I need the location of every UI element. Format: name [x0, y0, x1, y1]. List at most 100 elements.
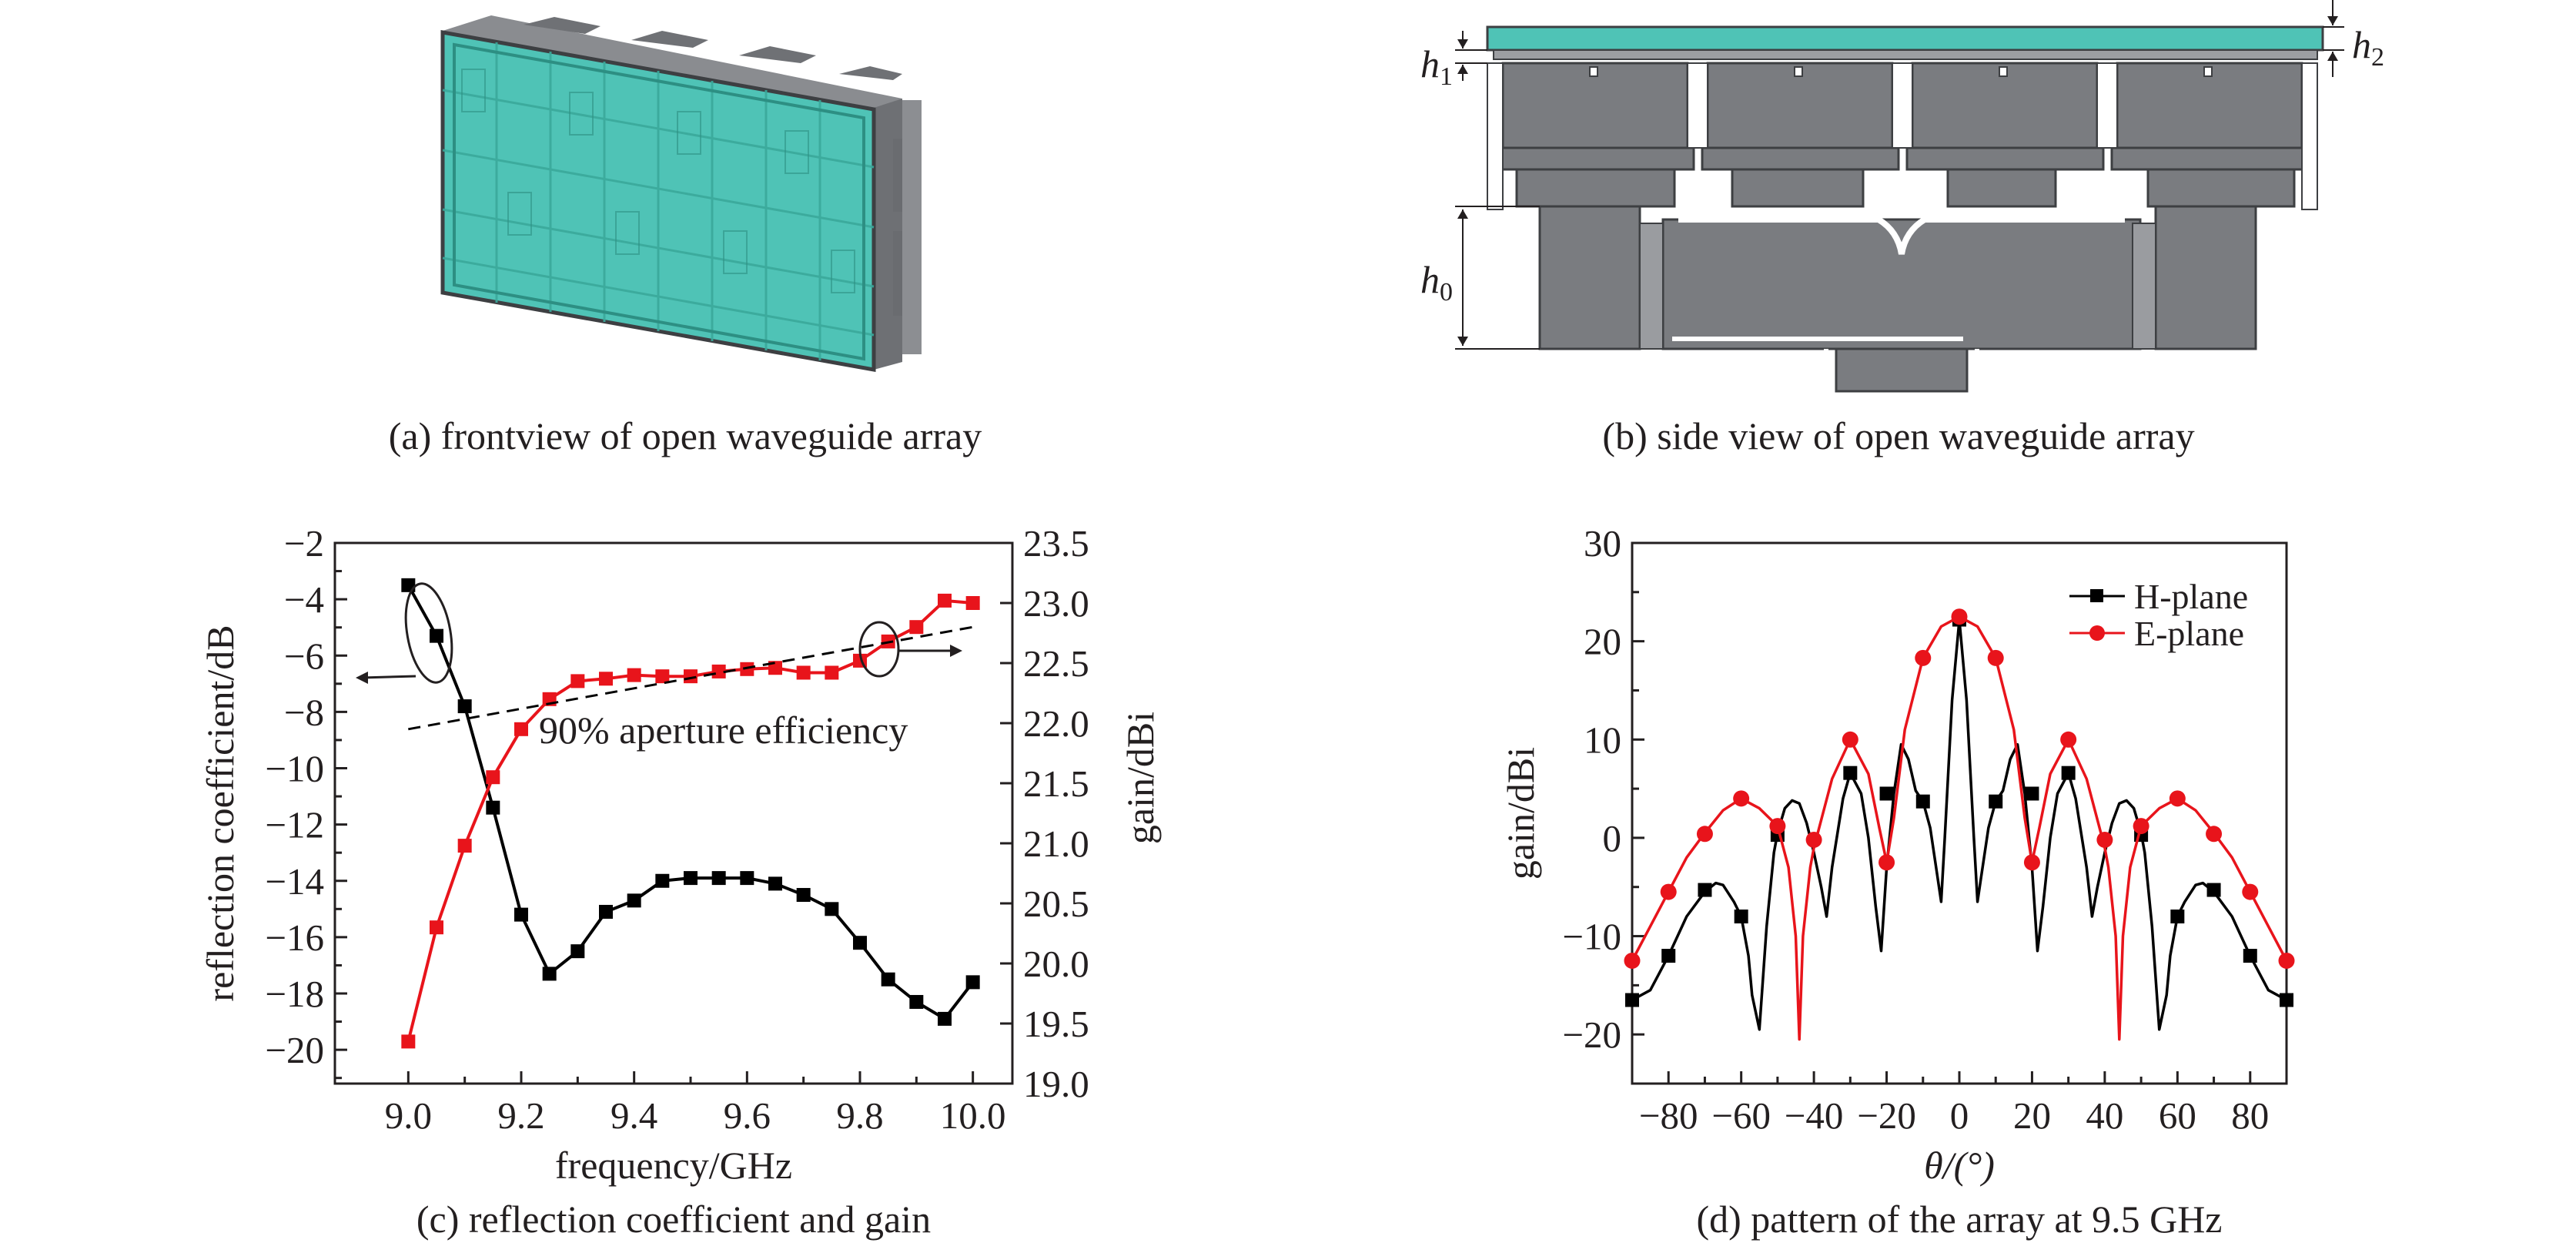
d-series-e-plane-point: [2133, 818, 2149, 835]
chart-c-ticks: 9.0 9.2 9.4 9.6 9.8 10.0 −2 −4 −6 −8 −10 −12 −14 −16 −…: [265, 522, 1089, 1137]
c-ytick-right-label: 22.5: [1023, 642, 1089, 685]
c-ytick-label: −10: [265, 748, 324, 790]
caption-a: (a) frontview of open waveguide array: [389, 414, 982, 457]
c-ytick-right-label: 19.5: [1023, 1003, 1089, 1045]
d-series-h-plane: [1631, 618, 2287, 1031]
d-series-h-plane-point: [1734, 910, 1748, 924]
c-series-reflection-point: [740, 871, 754, 886]
c-series-gain-point: [740, 662, 754, 676]
d-ytick-label: 0: [1603, 817, 1622, 859]
c-ytick-label: −4: [284, 578, 324, 621]
c-ytick-right-label: 21.0: [1023, 823, 1089, 865]
label-h0: h0: [1420, 258, 1453, 307]
c-ytick-label: −12: [265, 804, 324, 846]
c-ytick-label: −14: [265, 860, 324, 903]
c-series-gain-point: [570, 674, 585, 689]
c-series-gain-point: [430, 920, 443, 935]
left-axis-ellipse: [404, 582, 453, 684]
d-series-h-plane-point: [2243, 949, 2257, 963]
d-series-e-plane-point: [1769, 818, 1786, 835]
d-series-e-plane-point: [2096, 831, 2113, 848]
c-xtick-label: 9.2: [497, 1094, 544, 1137]
d-xtick-label: −60: [1711, 1094, 1771, 1137]
c-ytick-right-label: 20.0: [1023, 943, 1089, 985]
c-series-gain-point: [825, 665, 839, 680]
panel-a-illustration: [440, 15, 922, 372]
d-xtick-label: 20: [2013, 1094, 2051, 1137]
c-xtick-label: 9.0: [385, 1094, 432, 1137]
c-series-gain-point: [401, 1034, 416, 1049]
c-ytick-label: −16: [265, 916, 324, 959]
chart-d-ylabel: gain/dBi: [1499, 747, 1542, 879]
c-xtick-label: 9.4: [611, 1094, 657, 1137]
chart-c-annotation: 90% aperture efficiency: [539, 709, 908, 752]
c-series-reflection-point: [881, 972, 895, 987]
c-ytick-label: −18: [265, 973, 324, 1015]
right-axis-ellipse: [858, 621, 900, 678]
d-xtick-label: 60: [2159, 1094, 2196, 1137]
c-series-reflection-point: [457, 699, 472, 714]
d-series-e-plane-point: [2242, 883, 2259, 900]
chart-d: −80 −60 −40 −20 0 20 40 60 80 30 20 10 0 −10 −20: [1562, 522, 2295, 1137]
c-ytick-right-label: 21.5: [1023, 762, 1089, 805]
c-series-reflection-point: [542, 967, 557, 981]
c-series-reflection-point: [711, 871, 726, 886]
c-series-gain-point: [938, 593, 952, 608]
c-ytick-right-label: 23.5: [1023, 522, 1089, 565]
d-series-h-plane-point: [2170, 910, 2185, 924]
c-series-gain-point: [711, 664, 726, 678]
d-series-h-plane-point: [1698, 883, 1712, 897]
c-series-gain-point: [457, 839, 472, 853]
d-series-e-plane-point: [1951, 608, 1968, 625]
d-series-e-plane-point: [1878, 854, 1895, 871]
c-series-reflection-point: [909, 994, 924, 1009]
d-series-h-plane-point: [2061, 766, 2076, 780]
d-series-e-plane-point: [1842, 731, 1858, 748]
legend-h-plane-label: H-plane: [2134, 577, 2248, 616]
c-ytick-label: −20: [265, 1029, 324, 1071]
d-ytick-label: 10: [1584, 719, 1621, 761]
c-series-gain-point: [486, 770, 500, 785]
legend-e-plane-label: E-plane: [2134, 614, 2244, 653]
d-series-h-plane-point: [1661, 949, 1676, 963]
d-xtick-label: 40: [2086, 1094, 2123, 1137]
chart-c-axis-indicators: [356, 582, 962, 684]
d-ytick-label: 20: [1584, 621, 1621, 663]
c-series-gain-point: [599, 672, 613, 686]
left-arrowhead: [356, 672, 368, 684]
chart-c-frame: [333, 541, 1014, 1085]
chart-c: 9.0 9.2 9.4 9.6 9.8 10.0 −2 −4 −6 −8 −10 −12 −14 −16 −…: [265, 522, 1089, 1137]
chart-c-xlabel: frequency/GHz: [555, 1144, 792, 1187]
d-series-h-plane-point: [2280, 993, 2293, 1007]
d-series-e-plane-point: [1696, 826, 1713, 843]
label-h2: h2: [2352, 23, 2384, 72]
c-series-reflection-point: [599, 904, 613, 919]
c-xtick-label: 9.6: [724, 1094, 771, 1137]
c-series-gain-point: [965, 596, 980, 610]
caption-b: (b) side view of open waveguide array: [1602, 414, 2194, 457]
chart-d-xlabel: θ/(°): [1924, 1144, 1995, 1187]
legend-e-plane-marker: [2089, 625, 2105, 641]
d-series-e-plane-point: [2169, 790, 2186, 807]
d-xtick-label: 80: [2231, 1094, 2269, 1137]
d-ytick-label: 30: [1584, 522, 1621, 565]
c-trend-line: [408, 625, 973, 731]
c-xtick-label: 9.8: [836, 1094, 883, 1137]
c-ytick-right-label: 20.5: [1023, 883, 1089, 925]
d-series-h-plane-point: [2025, 786, 2039, 801]
d-xtick-label: 0: [1950, 1094, 1969, 1137]
left-axis-arrow: [361, 675, 417, 679]
caption-c: (c) reflection coefficient and gain: [417, 1198, 931, 1241]
c-series-reflection-point: [684, 871, 698, 886]
c-series-reflection-point: [655, 873, 670, 888]
chart-d-plot: [1624, 608, 2295, 1041]
d-series-e-plane-point: [1915, 649, 1932, 666]
c-series-gain-point: [796, 665, 811, 680]
chart-d-legend: H-plane E-plane: [2069, 577, 2248, 653]
chart-d-ticks: −80 −60 −40 −20 0 20 40 60 80 30 20 10 0 −10 −20: [1562, 522, 2269, 1137]
c-series-gain-point: [514, 722, 528, 736]
d-series-e-plane-point: [1624, 952, 1641, 969]
chart-c-ylabel-right: gain/dBi: [1119, 712, 1162, 844]
c-series-reflection-point: [796, 888, 811, 903]
